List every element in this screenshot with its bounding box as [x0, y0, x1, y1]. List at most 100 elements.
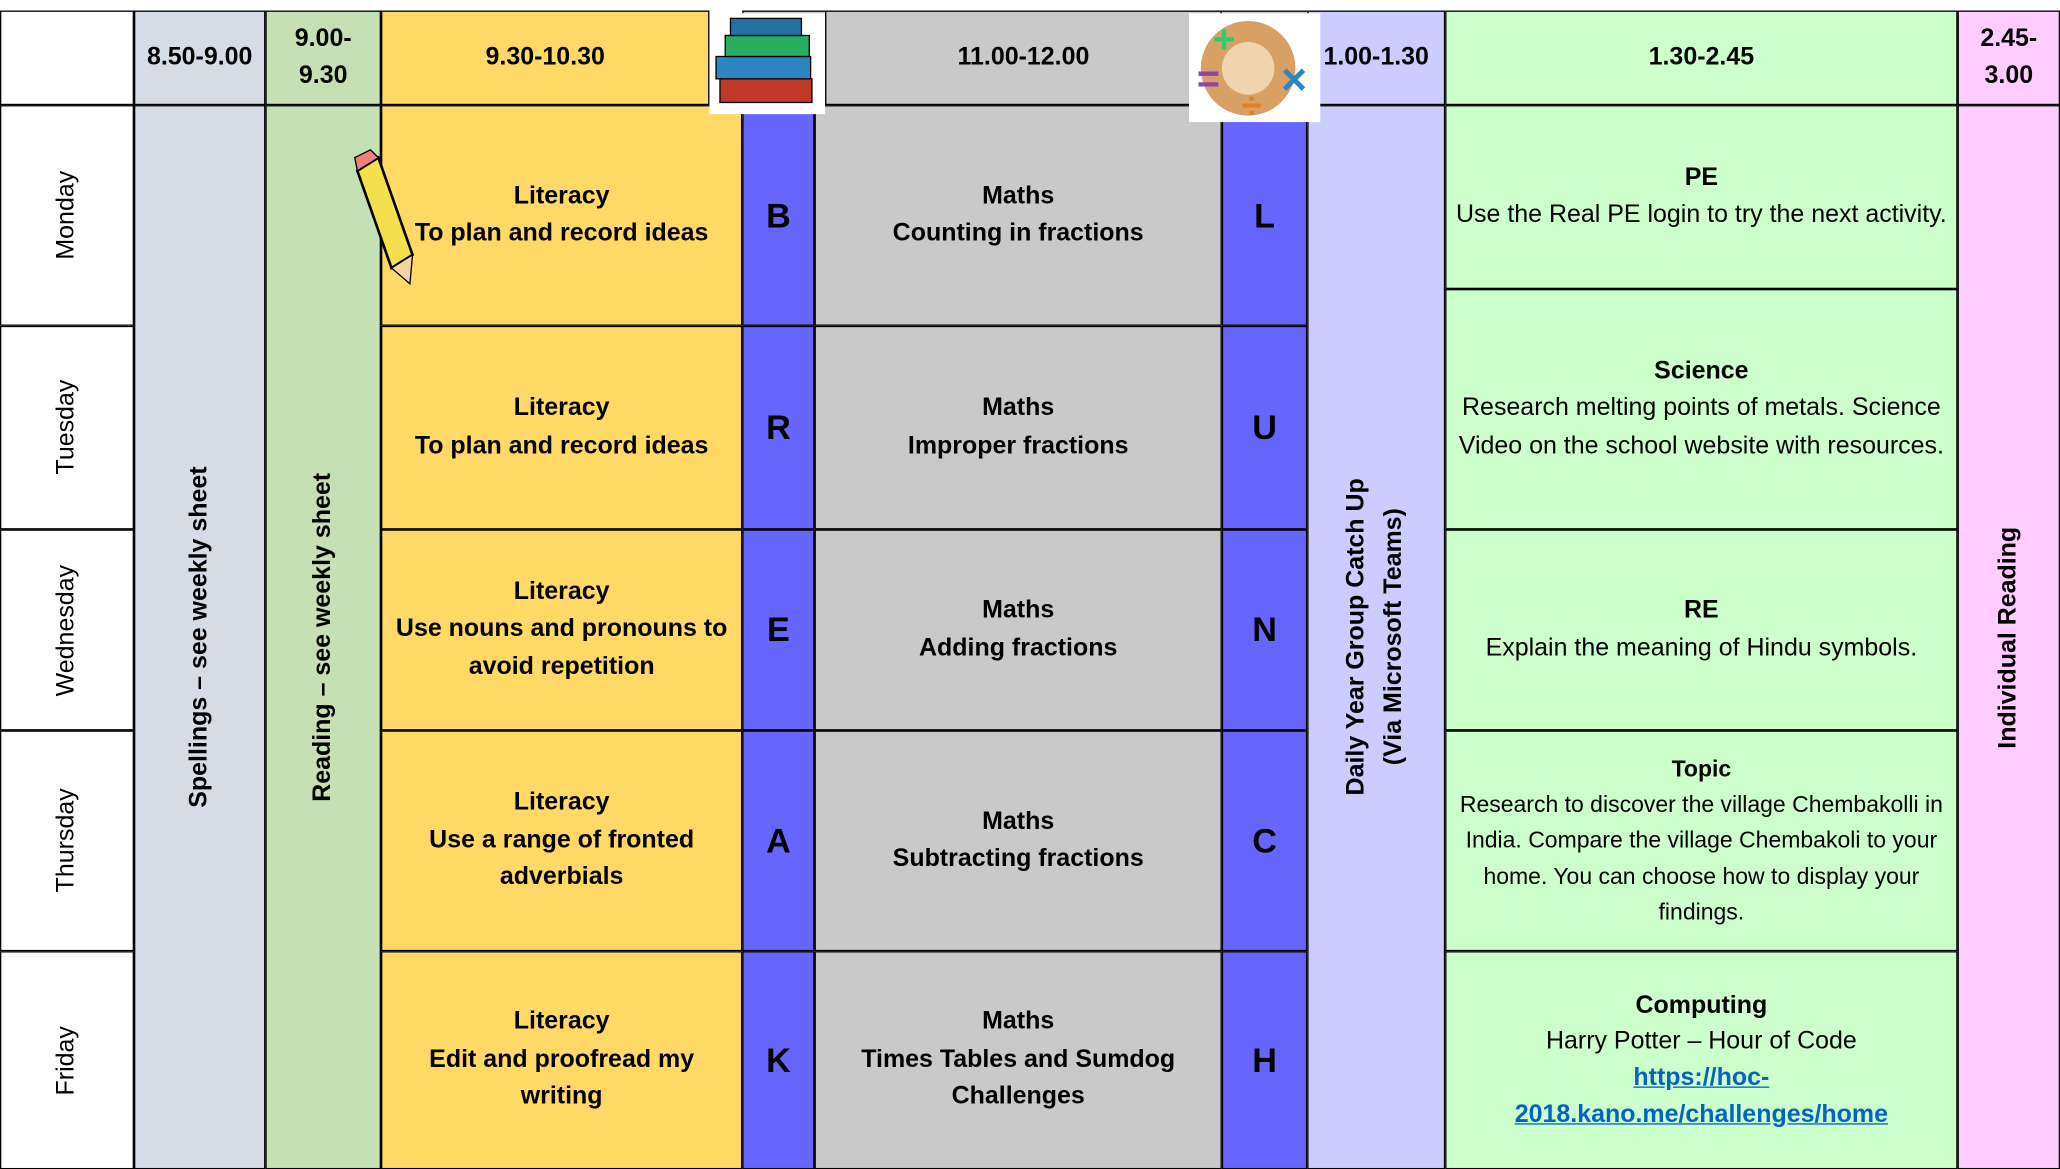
- literacy-cell: Literacy Edit and proofread my writing: [381, 951, 743, 1169]
- subject: Topic: [1671, 755, 1732, 782]
- afternoon-cell: RE Explain the meaning of Hindu symbols.: [1445, 529, 1958, 731]
- literacy-cell: Literacy To plan and record ideas: [381, 105, 743, 326]
- maths-text: Maths: [982, 181, 1055, 210]
- time-header: 8.50-9.00: [134, 10, 266, 106]
- literacy-text: To plan and record ideas: [414, 219, 709, 247]
- lunch-cell: L: [1221, 105, 1308, 326]
- lunch-cell: N: [1221, 529, 1308, 731]
- lunch-letter: H: [1252, 1039, 1277, 1080]
- break-cell: A: [742, 730, 815, 952]
- maths-text: Improper fractions: [907, 431, 1129, 460]
- lunch-cell: C: [1221, 730, 1308, 952]
- lunch-letter: L: [1254, 195, 1275, 235]
- svg-text:÷: ÷: [1242, 85, 1262, 122]
- afternoon-cell: Computing Harry Potter – Hour of Code http…: [1445, 951, 1958, 1169]
- time-header: 1.00-1.30: [1307, 10, 1446, 106]
- activity-text: Research to discover the village Chembak…: [1459, 791, 1943, 925]
- break-letter: A: [766, 820, 791, 860]
- break-cell: E: [742, 529, 815, 731]
- lunch-cell: H: [1221, 951, 1308, 1169]
- time-label: 9.30-10.30: [485, 43, 605, 71]
- day-cell: Thursday: [0, 730, 135, 952]
- literacy-text: Literacy: [513, 788, 610, 817]
- afternoon-cell: Topic Research to discover the village Ch…: [1445, 730, 1958, 952]
- link[interactable]: https://hoc-2018.kano.me/challenges/home: [1514, 1064, 1888, 1128]
- activity-text: Research melting points of metals. Scien…: [1458, 394, 1944, 460]
- lunch-letter: N: [1252, 609, 1277, 650]
- catch-up-text: Daily Year Group Catch Up: [1342, 478, 1371, 796]
- day-label: Tuesday: [52, 380, 80, 476]
- time-header: 9.30-10.30: [381, 10, 710, 106]
- maths-cell: Maths Times Tables and Sumdog Challenges: [814, 951, 1222, 1169]
- literacy-text: Literacy: [513, 577, 610, 606]
- day-label: Monday: [52, 171, 80, 260]
- lunch-cell: U: [1221, 325, 1308, 530]
- subject: PE: [1684, 163, 1719, 192]
- break-letter: E: [767, 609, 790, 650]
- day-label: Friday: [52, 1025, 80, 1095]
- link-wrap: https://hoc-2018.kano.me/challenges/home: [1454, 1060, 1948, 1132]
- pencil-icon: [353, 148, 415, 286]
- activity-text: Harry Potter – Hour of Code: [1545, 1027, 1857, 1056]
- day-label: Wednesday: [52, 564, 80, 696]
- maths-text: Times Tables and Sumdog Challenges: [861, 1045, 1176, 1111]
- individual-reading-text: Individual Reading: [1994, 526, 2022, 749]
- subject: Computing: [1635, 991, 1768, 1020]
- svg-text:+: +: [1213, 18, 1236, 62]
- day-cell: Friday: [0, 951, 135, 1169]
- literacy-cell: Literacy To plan and record ideas: [381, 325, 743, 530]
- literacy-text: Literacy: [513, 394, 610, 422]
- day-cell: Wednesday: [0, 529, 135, 731]
- literacy-text: Literacy: [513, 1008, 610, 1036]
- svg-text:×: ×: [1281, 56, 1307, 105]
- break-letter: B: [766, 195, 791, 235]
- reading-cell: Reading – see weekly sheet: [265, 105, 382, 1169]
- catch-up-cell: Daily Year Group Catch Up (Via Microsoft …: [1307, 105, 1446, 1169]
- time-header: 9.00-9.30: [265, 10, 382, 106]
- maths-text: Maths: [982, 1008, 1055, 1036]
- subject: RE: [1684, 596, 1719, 625]
- break-letter: K: [766, 1039, 791, 1080]
- subject: Science: [1654, 357, 1749, 385]
- day-cell: Tuesday: [0, 325, 135, 530]
- time-label: 11.00-12.00: [957, 43, 1090, 71]
- spellings-text: Spellings – see weekly sheet: [184, 466, 213, 808]
- break-cell: R: [742, 325, 815, 530]
- time-header: 1.30-2.45: [1445, 10, 1958, 106]
- time-label: 9.00-9.30: [294, 24, 352, 90]
- literacy-text: Use nouns and pronouns to avoid repetiti…: [395, 615, 728, 681]
- time-label: 1.30-2.45: [1648, 43, 1755, 71]
- maths-cell: Maths Adding fractions: [814, 529, 1222, 731]
- catch-up-text: (Via Microsoft Teams): [1380, 508, 1408, 766]
- maths-text: Counting in fractions: [892, 219, 1144, 247]
- maths-text: Adding fractions: [919, 633, 1118, 662]
- maths-text: Maths: [982, 807, 1055, 835]
- individual-reading-cell: Individual Reading: [1957, 105, 2060, 1169]
- literacy-text: Edit and proofread my writing: [429, 1045, 695, 1111]
- maths-cell: Maths Subtracting fractions: [814, 730, 1222, 952]
- literacy-text: Use a range of fronted adverbials: [429, 826, 695, 892]
- time-label: 2.45-3.00: [1980, 24, 2038, 90]
- break-cell: B: [742, 105, 815, 326]
- maths-cell: Maths Counting in fractions: [814, 105, 1222, 326]
- lunch-letter: C: [1252, 820, 1277, 860]
- catch-up-wrap: Daily Year Group Catch Up (Via Microsoft …: [1339, 479, 1414, 796]
- svg-text:=: =: [1197, 57, 1220, 101]
- maths-text: Maths: [982, 394, 1055, 422]
- day-label: Thursday: [52, 788, 80, 893]
- break-cell: K: [742, 951, 815, 1169]
- activity-text: Use the Real PE login to try the next ac…: [1456, 201, 1947, 229]
- lunch-letter: U: [1252, 407, 1277, 447]
- time-label: 8.50-9.00: [146, 43, 253, 71]
- afternoon-cell: Science Research melting points of metals…: [1445, 289, 1958, 530]
- time-header: 11.00-12.00: [825, 10, 1222, 106]
- header-blank: [0, 10, 135, 106]
- break-letter: R: [766, 407, 791, 447]
- literacy-cell: Literacy Use nouns and pronouns to avoid …: [381, 529, 743, 731]
- spellings-cell: Spellings – see weekly sheet: [134, 105, 266, 1169]
- time-label: 1.00-1.30: [1323, 43, 1429, 71]
- activity-text: Explain the meaning of Hindu symbols.: [1485, 633, 1918, 662]
- books-icon: [709, 13, 826, 115]
- maths-icon: + × = ÷: [1188, 13, 1321, 123]
